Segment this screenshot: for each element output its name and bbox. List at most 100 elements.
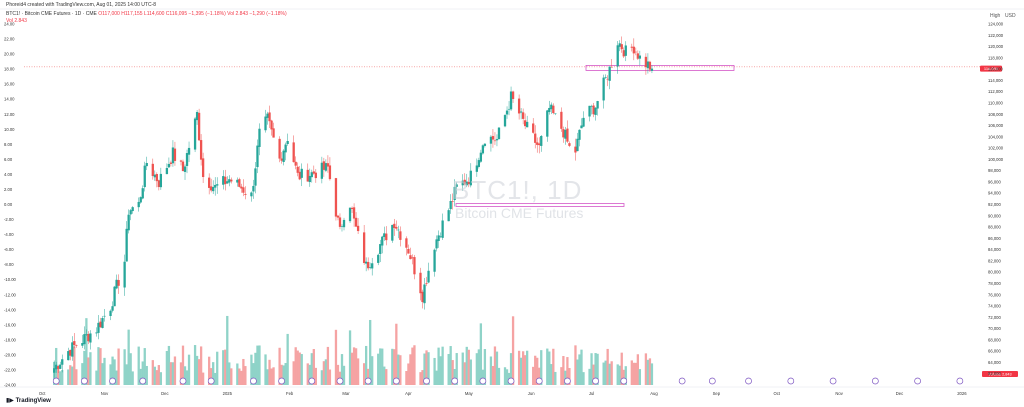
event-marker-icon[interactable] [708,377,716,385]
candle-body[interactable] [111,306,114,311]
candle-body[interactable] [173,148,177,161]
candle-body[interactable] [606,78,609,80]
candle-body[interactable] [57,366,60,369]
candle-body[interactable] [608,66,611,81]
candle-body[interactable] [85,334,88,335]
candle-body[interactable] [574,146,577,153]
candle-body[interactable] [254,168,257,186]
candle-body[interactable] [419,272,422,294]
candle-body[interactable] [324,163,328,171]
event-marker-icon[interactable] [308,377,316,385]
event-marker-icon[interactable] [109,377,116,385]
candle-body[interactable] [421,291,424,303]
candle-body[interactable] [230,179,233,182]
event-marker-icon[interactable] [250,377,257,385]
candle-body[interactable] [127,214,130,231]
candle-body[interactable] [644,56,648,68]
candle-body[interactable] [479,152,483,162]
candle-body[interactable] [338,217,342,227]
candle-body[interactable] [212,186,215,192]
candle-body[interactable] [624,45,627,56]
candle-body[interactable] [334,178,338,217]
event-marker-icon[interactable] [620,377,628,385]
candle-body[interactable] [129,210,132,215]
candle-body[interactable] [159,173,163,188]
candle-body[interactable] [216,184,219,186]
candle-body[interactable] [328,165,332,180]
candle-body[interactable] [342,219,346,228]
candle-body[interactable] [538,143,541,146]
candle-body[interactable] [650,68,654,71]
candle-body[interactable] [449,200,452,210]
event-marker-icon[interactable] [871,377,879,385]
candle-body[interactable] [53,368,56,373]
candle-body[interactable] [441,220,444,238]
candle-body[interactable] [437,235,440,242]
candle-body[interactable] [405,238,408,248]
candle-body[interactable] [298,171,301,180]
candle-body[interactable] [505,110,509,115]
candle-body[interactable] [300,168,303,178]
candle-body[interactable] [109,310,112,317]
candle-body[interactable] [201,158,205,178]
candle-body[interactable] [272,128,275,138]
candle-body[interactable] [411,257,414,259]
candle-body[interactable] [371,263,374,269]
event-marker-icon[interactable] [52,377,60,385]
candle-body[interactable] [193,118,197,150]
candle-body[interactable] [354,217,358,227]
event-marker-icon[interactable] [745,377,752,385]
event-marker-icon[interactable] [423,377,430,385]
candle-body[interactable] [71,342,74,357]
candle-body[interactable] [256,145,259,168]
candle-body[interactable] [268,112,271,122]
candle-body[interactable] [320,162,324,179]
candle-body[interactable] [634,51,637,53]
event-marker-icon[interactable] [507,377,515,385]
candle-body[interactable] [123,261,126,288]
candle-body[interactable] [385,233,388,241]
candle-body[interactable] [238,179,241,187]
candle-body[interactable] [356,225,360,232]
event-marker-icon[interactable] [364,377,372,385]
candle-body[interactable] [554,113,557,115]
candle-body[interactable] [646,61,650,69]
candle-body[interactable] [477,160,481,167]
candle-body[interactable] [308,175,311,183]
event-marker-icon[interactable] [278,377,285,385]
candle-body[interactable] [495,139,499,141]
candle-body[interactable] [564,129,567,139]
candle-body[interactable] [461,180,464,186]
candle-body[interactable] [632,46,635,54]
candle-body[interactable] [481,145,485,154]
candle-body[interactable] [244,193,247,195]
candle-body[interactable] [167,163,171,168]
candle-body[interactable] [157,180,160,188]
candle-body[interactable] [280,158,283,161]
candle-body[interactable] [592,105,595,115]
candle-body[interactable] [503,115,507,127]
candle-body[interactable] [465,181,468,186]
candle-body[interactable] [532,123,535,133]
event-marker-icon[interactable] [914,377,921,385]
candle-body[interactable] [185,153,189,167]
candle-body[interactable] [210,186,213,191]
candle-body[interactable] [137,201,140,208]
candle-body[interactable] [594,107,597,115]
candle-body[interactable] [489,136,493,144]
candle-body[interactable] [435,239,438,249]
candle-body[interactable] [604,77,607,78]
candle-body[interactable] [576,138,579,152]
candle-body[interactable] [540,135,543,146]
candle-body[interactable] [507,108,511,110]
candle-body[interactable] [348,207,352,222]
candle-body[interactable] [521,112,525,119]
candle-body[interactable] [292,142,295,163]
candle-body[interactable] [270,120,273,130]
candle-body[interactable] [143,165,146,188]
candle-body[interactable] [536,142,539,145]
candle-body[interactable] [379,244,382,254]
candle-body[interactable] [451,201,454,202]
